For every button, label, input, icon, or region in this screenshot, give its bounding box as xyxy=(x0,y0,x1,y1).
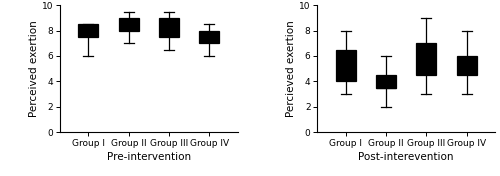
X-axis label: Pre-intervention: Pre-intervention xyxy=(106,152,191,162)
PathPatch shape xyxy=(376,75,396,88)
PathPatch shape xyxy=(78,24,98,37)
PathPatch shape xyxy=(416,43,436,75)
PathPatch shape xyxy=(456,56,477,75)
PathPatch shape xyxy=(159,18,179,37)
PathPatch shape xyxy=(199,31,220,43)
Y-axis label: Percieved exertion: Percieved exertion xyxy=(286,20,296,117)
X-axis label: Post-interevention: Post-interevention xyxy=(358,152,454,162)
Y-axis label: Perceived exertion: Perceived exertion xyxy=(29,20,39,117)
PathPatch shape xyxy=(118,18,139,31)
PathPatch shape xyxy=(336,50,356,81)
